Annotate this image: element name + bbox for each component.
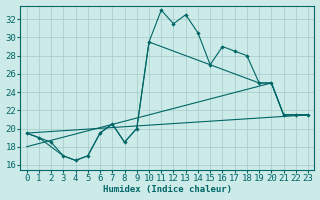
X-axis label: Humidex (Indice chaleur): Humidex (Indice chaleur) bbox=[103, 185, 232, 194]
